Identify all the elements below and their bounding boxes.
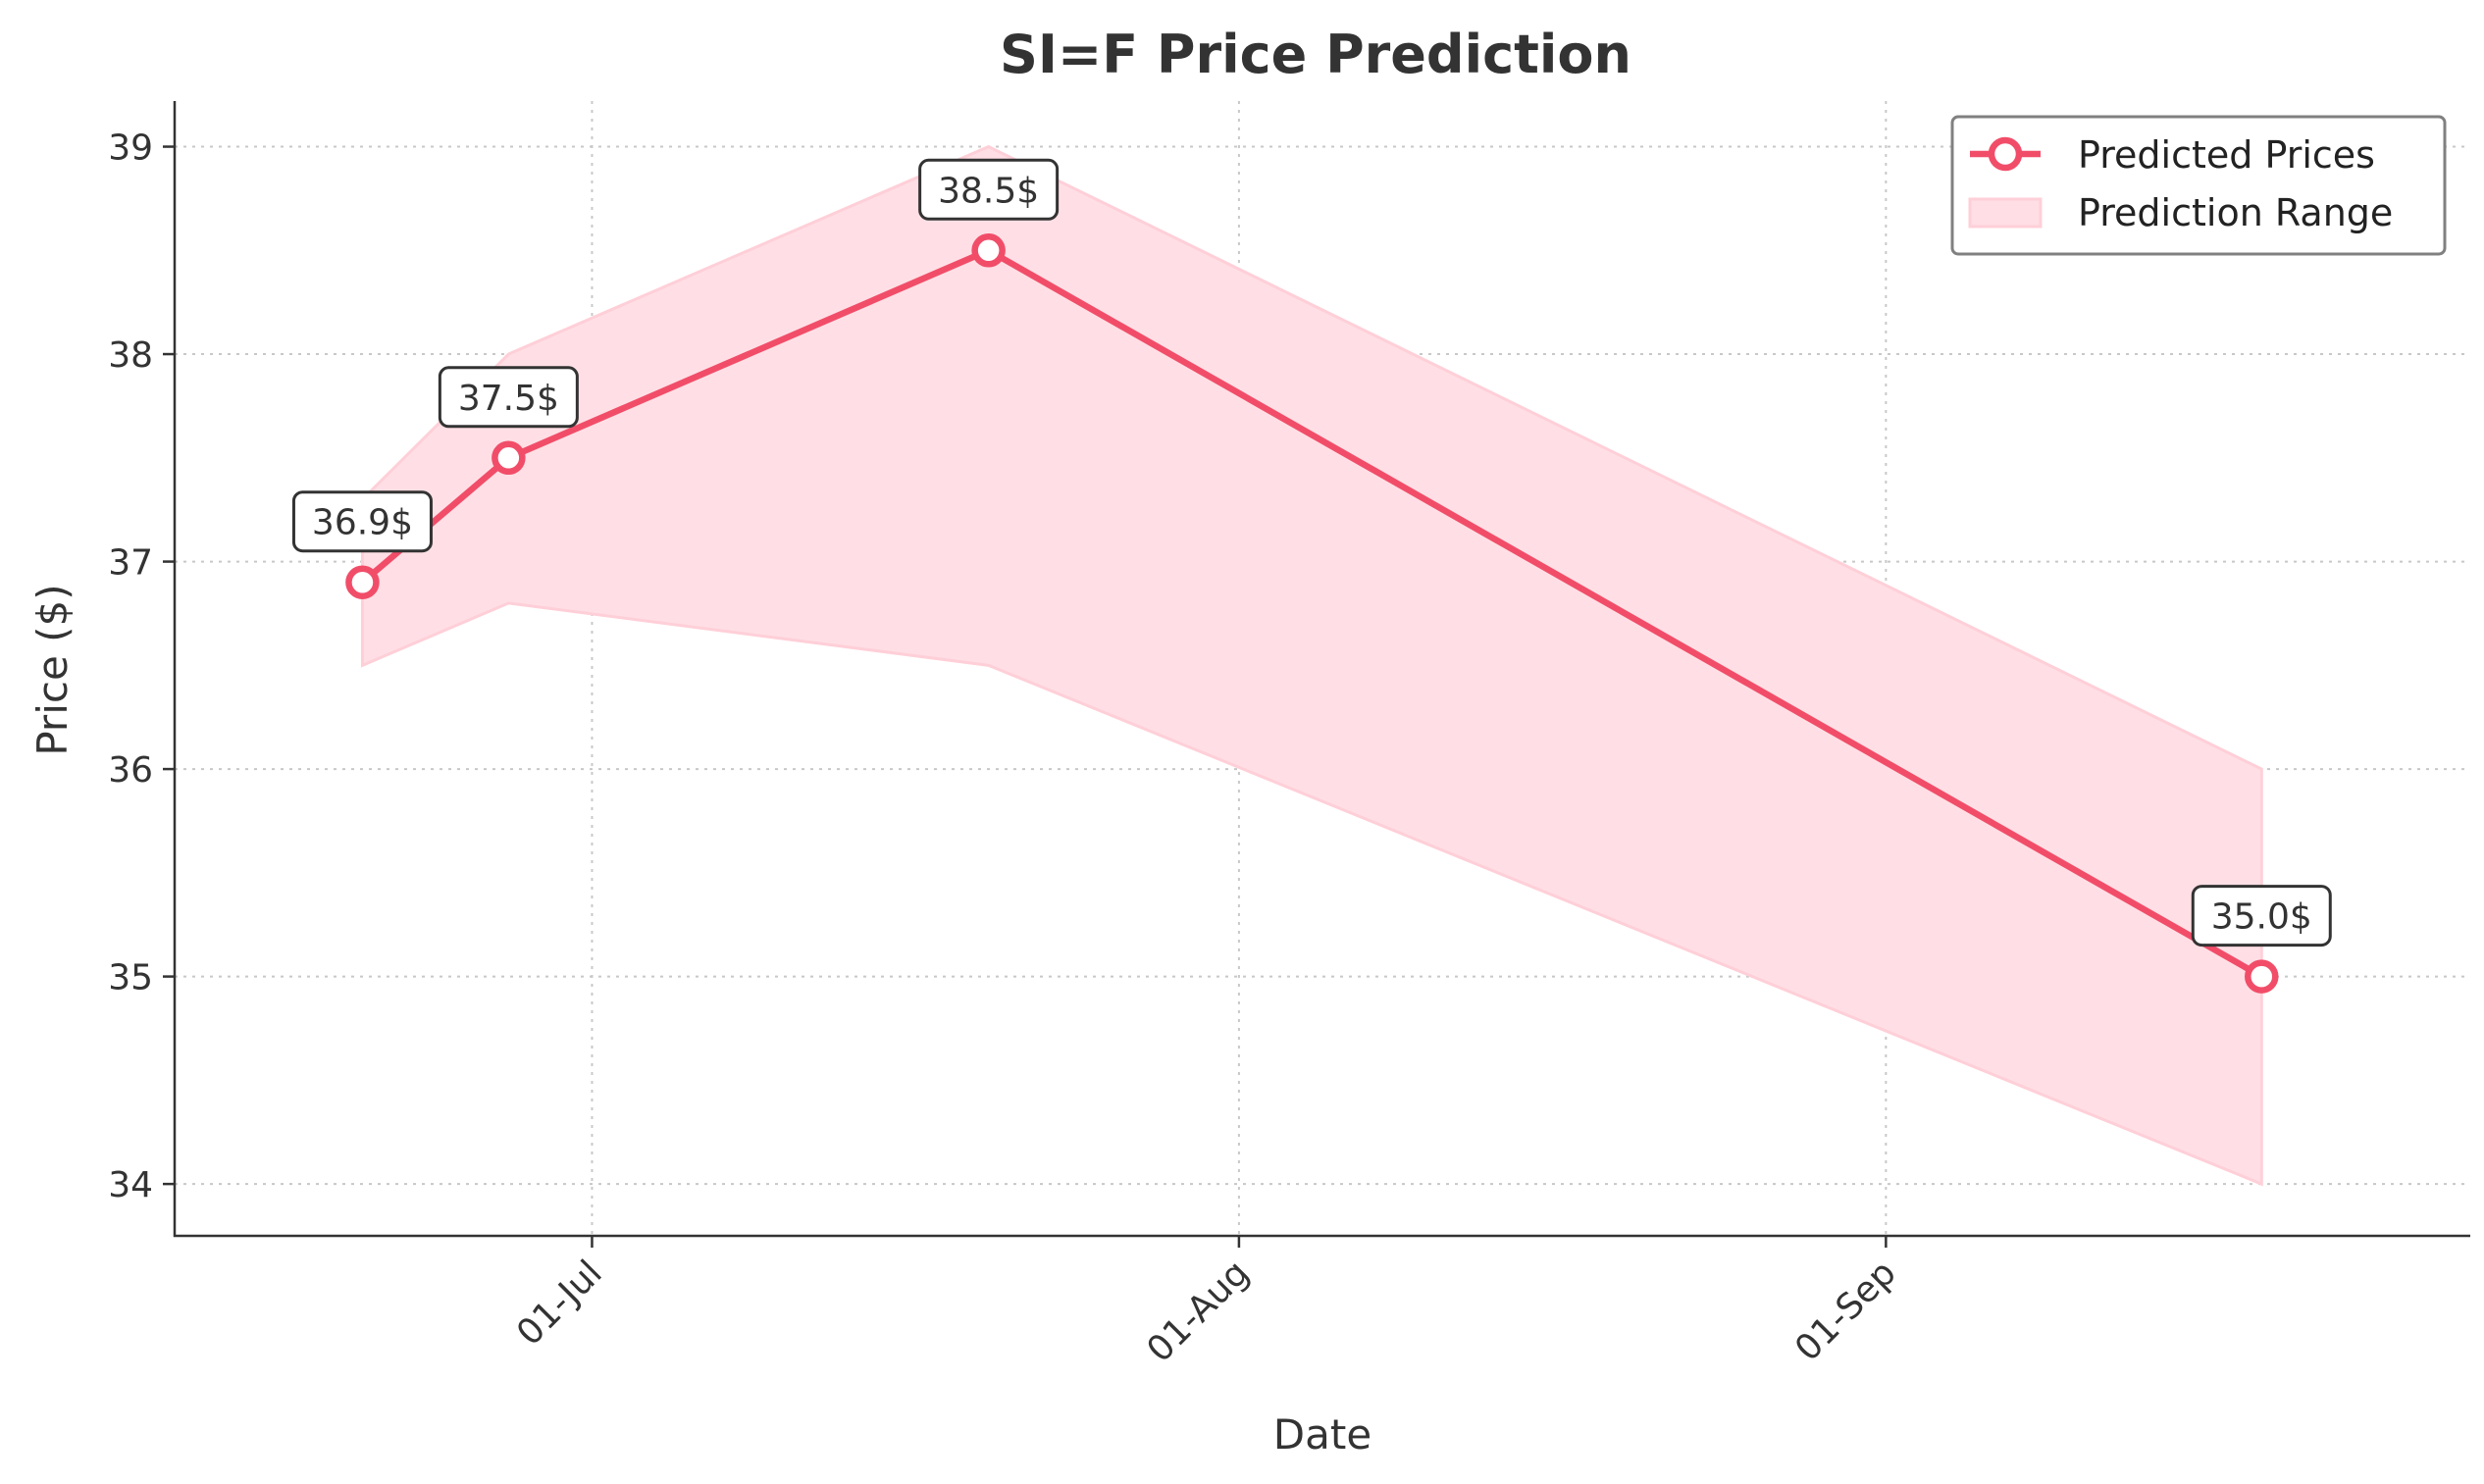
label-layer: 36.9$ 37.5$ 38.5$ 35.0$ (291, 158, 2332, 947)
legend: Predicted Prices Prediction Range (1950, 115, 2447, 256)
predicted-prices-line (359, 247, 2265, 980)
x-tick-label-2: 01-Sep (1787, 1253, 1904, 1369)
y-tick-label-0: 34 (108, 1165, 153, 1205)
y-tick-label-1: 35 (108, 958, 153, 998)
data-label-2: 38.5$ (938, 171, 1039, 211)
data-label-box-2 (918, 158, 1060, 221)
predicted-price-point-3 (2245, 959, 2279, 994)
data-label-box-1 (438, 366, 579, 429)
y-tick-label-3: 37 (108, 543, 153, 584)
legend-label-predicted-prices: Predicted Prices (2078, 133, 2375, 177)
data-label-box-0 (291, 490, 433, 553)
x-tick-label-1: 01-Aug (1140, 1253, 1258, 1370)
data-label-1: 37.5$ (458, 379, 559, 419)
legend-label-prediction-range: Prediction Range (2078, 191, 2393, 234)
band-layer (360, 144, 2263, 1187)
x-axis-title: Date (1273, 1410, 1371, 1458)
predicted-price-point-2 (971, 233, 1006, 268)
predicted-price-point-1 (492, 440, 526, 476)
chart-title: SI=F Price Prediction (1000, 24, 1631, 85)
y-tick-label-5: 39 (108, 128, 153, 169)
y-axis-title: Price ($) (28, 584, 77, 755)
legend-box (1950, 115, 2447, 256)
legend-marker-swatch (1988, 136, 2023, 172)
predicted-price-point-0 (345, 565, 380, 599)
line-layer (345, 233, 2279, 994)
data-label-box-3 (2191, 885, 2332, 947)
y-tick-label-2: 36 (108, 750, 153, 791)
prediction-range-band (360, 144, 2263, 1187)
y-tick-label-4: 38 (108, 335, 153, 376)
x-tick-label-0: 01-Jul (509, 1253, 610, 1354)
data-label-0: 36.9$ (312, 503, 413, 543)
axis-spines (173, 101, 2470, 1238)
legend-band-swatch (1968, 197, 2043, 229)
data-label-3: 35.0$ (2211, 897, 2312, 938)
